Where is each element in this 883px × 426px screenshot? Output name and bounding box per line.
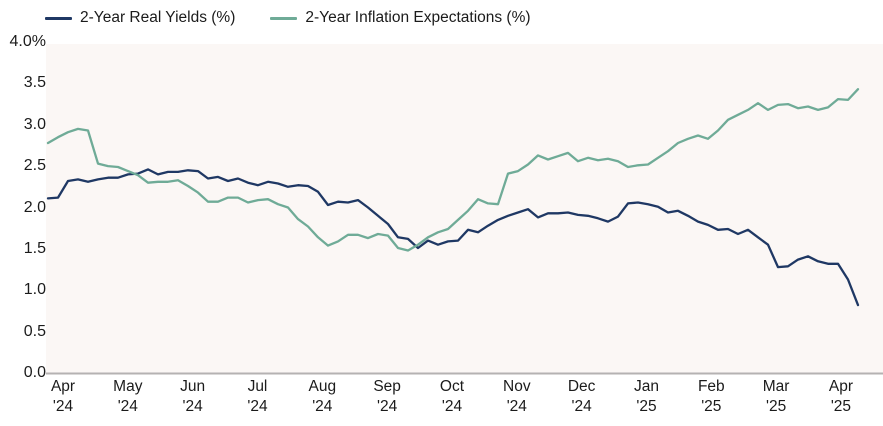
y-tick-label: 2.5 [23,157,46,175]
y-tick-label: 4.0% [9,33,46,50]
x-tick-label: Nov '24 [484,377,550,416]
x-tick-year: '24 [506,397,527,415]
y-tick-label: 1.0 [23,281,46,299]
x-tick-month: Mar [762,378,790,395]
x-tick-label: Mar '25 [743,377,809,416]
y-tick-label: 1.5 [23,239,46,257]
x-tick-year: '25 [830,397,852,415]
x-tick-month: Jan [633,378,659,395]
x-tick-year: '25 [636,397,657,415]
x-tick-month: Jul [247,378,268,395]
x-tick-label: May '24 [95,377,161,416]
x-tick-label: Aug '24 [289,377,355,416]
real-yields-line-swatch-icon [45,16,72,20]
x-tick-month: Sep [373,378,401,395]
x-tick-year: '24 [377,397,398,415]
legend-label-real-yields: 2-Year Real Yields (%) [80,9,236,26]
x-tick-month: Dec [567,378,596,395]
x-tick-year: '24 [441,397,463,415]
x-tick-label: Apr '24 [30,377,96,416]
y-tick-label: 3.5 [23,74,46,92]
y-tick-label: 3.0 [23,115,46,133]
chart-legend: 2-Year Real Yields (%) 2-Year Inflation … [45,9,531,27]
inflation-expectations-line [46,88,860,252]
x-tick-year: '24 [117,397,138,415]
real-yields-line [46,168,860,307]
legend-item-real-yields: 2-Year Real Yields (%) [45,9,235,27]
x-tick-label: Jun '24 [160,377,226,416]
x-tick-year: '25 [701,397,722,415]
x-tick-month: May [113,378,143,395]
x-tick-month: Jun [180,378,206,395]
y-tick-label: 0.0 [23,364,46,381]
legend-label-inflation-expectations: 2-Year Inflation Expectations (%) [305,9,531,26]
y-tick-label: 2.0 [23,198,46,216]
x-tick-label: Sep '24 [354,377,420,416]
x-tick-month: Oct [439,378,465,395]
x-tick-month: Nov [503,378,531,395]
x-tick-year: '24 [182,397,203,415]
x-tick-label: Oct '24 [419,377,485,416]
x-tick-month: Apr [828,378,854,395]
x-tick-label: Feb '25 [678,377,744,416]
x-tick-year: '25 [766,397,787,415]
x-tick-label: Dec '24 [549,377,615,416]
x-tick-year: '24 [571,397,592,415]
x-tick-month: Feb [697,378,725,395]
x-tick-year: '24 [247,397,268,415]
inflation-expectations-line-swatch-icon [270,16,298,20]
y-tick-label: 0.5 [23,322,46,340]
x-tick-year: '24 [312,397,333,415]
x-tick-label: Jul '24 [224,377,290,416]
x-tick-year: '24 [52,397,74,415]
legend-item-inflation-expectations: 2-Year Inflation Expectations (%) [270,9,531,27]
x-tick-label: Jan '25 [613,377,679,416]
x-tick-label: Apr '25 [808,377,874,416]
x-tick-month: Apr [50,378,76,395]
plot-background [46,44,883,373]
x-tick-month: Aug [308,378,337,395]
